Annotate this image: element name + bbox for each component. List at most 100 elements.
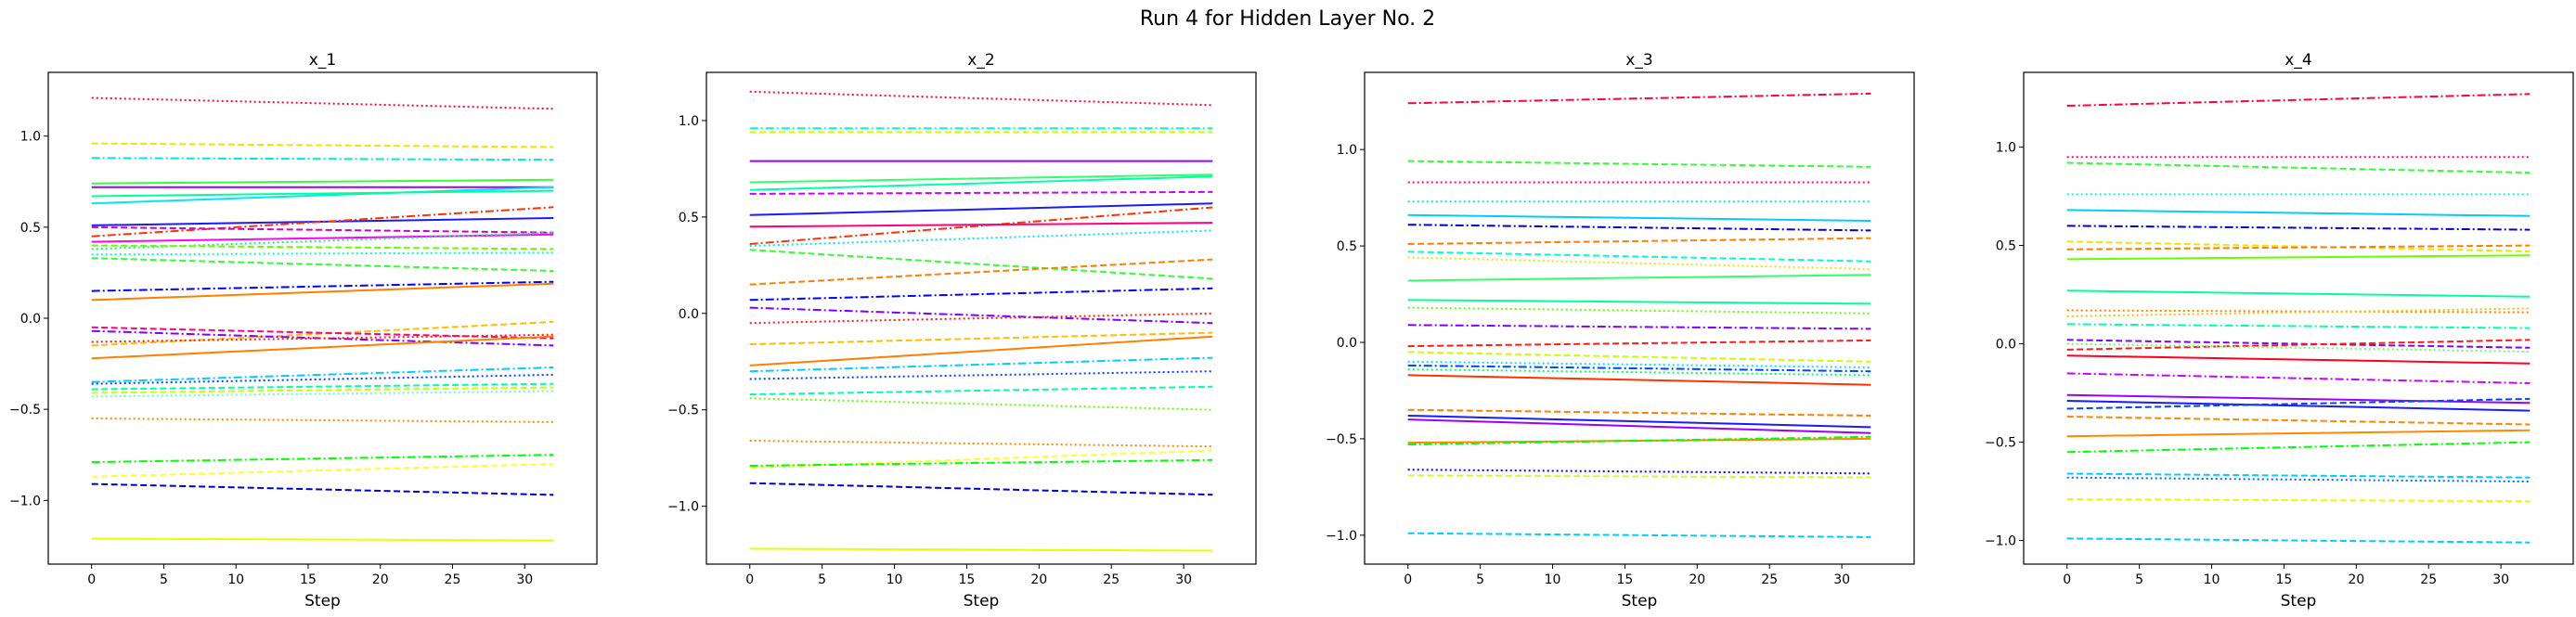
x-tick-label: 30 [1833,572,1850,587]
series-line-s19 [1407,368,1871,377]
series-line-s07 [749,190,1213,195]
y-tick-label: 0.5 [1996,239,2016,254]
series-line-s16 [1407,360,1871,368]
y-tick-label: −0.5 [667,404,699,418]
y-tick-label: 1.0 [679,114,699,129]
series-line-s09 [1407,256,1871,270]
series-line-s23 [2066,429,2531,438]
series-line-s06 [2066,225,2531,231]
series-line-s01 [1407,92,1871,105]
subplot-title: x_2 [967,51,994,70]
series-line-s19 [91,326,554,340]
x-tick-label: 20 [1689,572,1705,587]
y-tick-label: −1.0 [667,500,699,515]
series-line-s10 [91,225,554,234]
x-tick-label: 0 [745,572,754,587]
x-tick-label: 10 [887,572,903,587]
series-line-s27 [2066,498,2531,503]
series-line-s23 [749,440,1213,448]
series-line-s20 [749,370,1213,380]
series-line-s20 [2066,400,2531,412]
series-line-s22 [91,335,554,360]
series-line-s16 [2066,342,2531,353]
series-line-s15 [1407,351,1871,363]
series-line-s21 [749,385,1213,396]
series-line-s25 [91,382,554,391]
y-tick-label: 0.5 [1337,239,1357,254]
series-line-s20 [1407,408,1871,417]
series-line-s13 [749,258,1213,286]
series-line-s05 [1407,213,1871,222]
x-tick-label: 25 [1103,572,1120,587]
x-tick-label: 5 [160,572,168,587]
series-line-s10 [1407,274,1871,282]
series-line-s06 [749,175,1213,191]
series-line-s25 [749,458,1213,467]
series-line-s05 [2066,209,2531,217]
y-tick-label: −0.5 [1326,432,1357,447]
series-line-s02 [91,142,554,148]
series-line-s23 [1407,437,1871,444]
series-line-s11 [1407,299,1871,305]
series-line-s04 [91,178,554,185]
series-line-s18 [91,320,554,347]
y-tick-label: 1.0 [1337,143,1357,158]
series-line-s32 [91,537,554,542]
y-tick-label: 0.0 [679,307,699,322]
series-line-s13 [2066,323,2531,329]
series-line-s07 [1407,237,1871,245]
x-tick-label: 20 [1030,572,1047,587]
series-line-s12 [749,249,1213,280]
series-line-s09 [749,206,1213,245]
series-line-s10 [2066,289,2531,298]
series-line-s21 [2066,397,2531,410]
axes-frame [1364,71,1915,565]
x-axis-label: Step [1622,592,1658,611]
series-line-s02 [1407,160,1871,168]
x-axis-label: Step [2281,592,2317,611]
series-line-s31 [91,482,554,496]
series-line-s24 [749,449,1213,469]
series-line-s03 [91,157,554,161]
x-tick-label: 30 [1175,572,1192,587]
series-line-s05 [749,174,1213,184]
series-line-s22 [1407,418,1871,434]
series-line-s12 [1407,306,1871,315]
series-line-s14 [749,287,1213,302]
series-line-s08 [91,217,554,226]
series-line-s28 [2066,537,2531,544]
series-line-s06 [1407,224,1871,232]
series-line-s29 [91,454,554,464]
series-line-s11 [749,229,1213,248]
x-tick-label: 5 [818,572,826,587]
x-tick-label: 15 [300,572,317,587]
series-line-s15 [91,257,554,272]
x-axis-label: Step [964,592,1000,611]
series-line-s21 [1407,415,1871,429]
series-group [91,96,554,542]
figure-suptitle: Run 4 for Hidden Layer No. 2 [1140,7,1435,31]
series-line-s09 [91,206,554,238]
series-line-s08 [2066,244,2531,251]
series-line-s20 [91,329,554,347]
subplot-title: x_4 [2285,51,2311,70]
series-line-s26 [1407,474,1871,479]
series-line-s14 [2066,339,2531,349]
series-line-s01 [2066,93,2531,107]
x-tick-label: 5 [2135,572,2143,587]
series-line-s25 [2066,472,2531,479]
series-line-s26 [2066,476,2531,482]
series-line-s13 [91,244,554,251]
x-tick-label: 30 [516,572,533,587]
axes-frame [705,71,1257,565]
series-line-s15 [2066,339,2531,351]
series-line-s19 [2066,393,2531,405]
series-line-s01 [749,90,1213,107]
x-tick-label: 15 [1617,572,1634,587]
series-line-s18 [749,335,1213,366]
series-line-s17 [749,331,1213,346]
series-line-s17 [91,282,554,302]
series-line-s03 [2066,161,2531,174]
series-line-s26 [749,482,1213,496]
series-line-s09 [2066,254,2531,261]
